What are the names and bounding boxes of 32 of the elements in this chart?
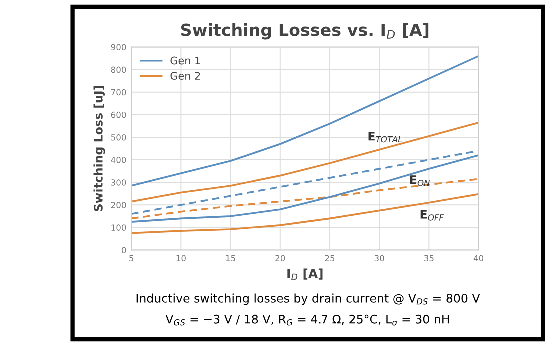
y-tick-label: 200 [111, 202, 126, 208]
y-tick-label: 800 [111, 66, 126, 74]
x-tick-label: 5 [130, 255, 134, 262]
line-series [132, 193, 479, 234]
line-series [132, 154, 479, 223]
legend-label: Gen 1 [170, 56, 200, 65]
annotation: E$_{ON}$ [410, 176, 430, 186]
x-tick-label: 10 [176, 255, 186, 262]
y-tick-label: 0 [122, 247, 126, 254]
text: Inductive switching losses by drain current @ V$_{DS}$ = 800 V [136, 294, 480, 306]
x-axis-title: I$_{D}$ [A] [288, 268, 323, 280]
x-tick-label: 35 [424, 255, 434, 262]
x-tick-label: 30 [374, 255, 384, 262]
chart-title: Switching Losses vs. I$_{D}$ [A] [181, 23, 429, 40]
y-tick-label: 600 [111, 112, 126, 118]
y-tick-label: 400 [111, 157, 126, 164]
y-tick-label: 500 [111, 134, 126, 141]
y-tick-label: 300 [111, 180, 126, 186]
x-tick-label: 25 [325, 255, 335, 262]
text: V$_{GS}$ = −3 V / 18 V, R$_{G}$ = 4.7 Ω, 25°C, L$_{σ}$ = 30 nH [166, 314, 450, 326]
x-tick-label: 20 [276, 255, 286, 262]
y-tick-label: 900 [111, 44, 126, 51]
x-tick-label: 40 [474, 255, 484, 262]
legend-label: Gen 2 [170, 72, 200, 80]
y-axis-title: Switching Loss [uJ] [94, 86, 106, 212]
annotation: E$_{OFF}$ [420, 210, 444, 221]
y-tick-label: 100 [112, 224, 126, 231]
line-series [132, 55, 479, 187]
y-tick-label: 700 [112, 89, 126, 96]
line-series [132, 122, 479, 203]
annotation: E$_{TOTAL}$ [368, 132, 402, 143]
x-tick-label: 15 [226, 255, 236, 262]
